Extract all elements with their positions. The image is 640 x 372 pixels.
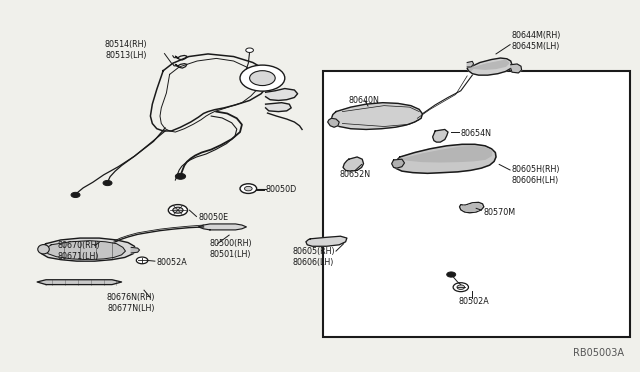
Polygon shape (40, 238, 136, 261)
Polygon shape (467, 61, 474, 67)
Polygon shape (37, 280, 122, 285)
Ellipse shape (38, 245, 49, 254)
Text: 80050D: 80050D (266, 185, 297, 194)
Circle shape (173, 207, 183, 213)
Text: 80676N(RH)
80677N(LH): 80676N(RH) 80677N(LH) (107, 293, 156, 313)
Polygon shape (198, 224, 246, 230)
Polygon shape (306, 236, 347, 246)
Polygon shape (266, 89, 298, 100)
Text: 80605H(RH)
80606H(LH): 80605H(RH) 80606H(LH) (512, 165, 561, 185)
Text: 80670(RH)
80671(LH): 80670(RH) 80671(LH) (58, 241, 100, 261)
Polygon shape (460, 202, 484, 213)
Circle shape (168, 205, 188, 216)
Text: 80052A: 80052A (157, 258, 188, 267)
Circle shape (71, 192, 80, 198)
Text: 80500(RH)
80501(LH): 80500(RH) 80501(LH) (209, 239, 252, 259)
Polygon shape (470, 60, 509, 71)
Polygon shape (399, 147, 492, 167)
Polygon shape (46, 241, 125, 260)
Circle shape (447, 272, 456, 277)
Text: 80640N: 80640N (349, 96, 380, 105)
Text: 80514(RH)
80513(LH): 80514(RH) 80513(LH) (104, 40, 147, 60)
Polygon shape (266, 103, 291, 112)
Text: 80502A: 80502A (458, 297, 489, 306)
Polygon shape (131, 247, 140, 253)
Polygon shape (392, 159, 404, 168)
Polygon shape (343, 157, 364, 171)
Text: 80050E: 80050E (198, 213, 228, 222)
Circle shape (103, 180, 112, 186)
Polygon shape (462, 204, 481, 211)
Circle shape (175, 173, 186, 179)
Circle shape (453, 283, 468, 292)
Text: 80654N: 80654N (461, 129, 492, 138)
Polygon shape (433, 129, 448, 142)
Polygon shape (328, 118, 339, 127)
Bar (323, 71, 630, 337)
Polygon shape (332, 103, 422, 129)
Polygon shape (467, 58, 512, 75)
Circle shape (250, 71, 275, 86)
Polygon shape (394, 144, 496, 173)
Circle shape (244, 186, 252, 191)
Polygon shape (511, 64, 522, 73)
Text: 80652N: 80652N (340, 170, 371, 179)
Circle shape (240, 184, 257, 193)
Text: 80605(RH)
80606(LH): 80605(RH) 80606(LH) (292, 247, 335, 267)
Text: 80570M: 80570M (483, 208, 515, 217)
Text: 80644M(RH)
80645M(LH): 80644M(RH) 80645M(LH) (512, 31, 561, 51)
Circle shape (136, 257, 148, 264)
Text: RB05003A: RB05003A (573, 348, 624, 358)
Circle shape (457, 285, 465, 289)
Circle shape (240, 65, 285, 91)
Circle shape (246, 48, 253, 52)
